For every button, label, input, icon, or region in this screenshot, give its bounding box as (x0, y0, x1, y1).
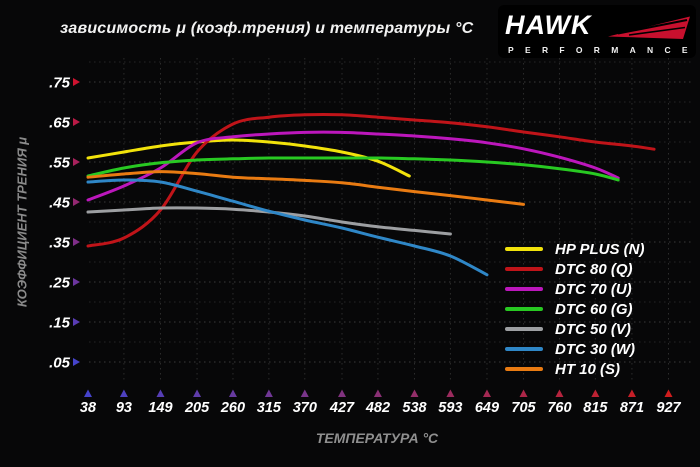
legend-swatch (505, 307, 543, 311)
x-tick-label: 538 (402, 400, 427, 416)
legend-swatch (505, 247, 543, 251)
y-tick-label: .45 (49, 195, 71, 212)
x-tick-label: 315 (257, 400, 282, 416)
curve-ht-10-s (86, 170, 525, 206)
x-tick-arrow-icon (264, 389, 273, 397)
y-tick-arrow-icon (73, 318, 80, 326)
legend-label: DTC 60 (G) (555, 300, 633, 318)
y-tick-arrow-icon (73, 198, 80, 206)
legend-label: DTC 30 (W) (555, 340, 635, 358)
x-tick-label: 927 (656, 400, 681, 416)
y-tick-label: .35 (49, 235, 71, 252)
x-tick-label: 427 (329, 400, 355, 416)
x-tick-arrow-icon (193, 389, 202, 397)
legend-swatch (505, 267, 543, 271)
x-tick-arrow-icon (591, 389, 600, 397)
x-tick-label: 38 (80, 400, 97, 416)
y-tick-arrow-icon (73, 78, 80, 86)
hawk-logo: HAWK PERFORMANCE (498, 5, 696, 58)
x-tick-arrow-icon (373, 389, 382, 397)
x-tick-label: 205 (184, 400, 210, 416)
x-tick-label: 871 (620, 400, 644, 416)
legend-label: DTC 70 (U) (555, 280, 632, 298)
x-tick-label: 149 (148, 400, 172, 416)
legend-item-dtc-30: DTC 30 (W) (505, 339, 644, 359)
y-tick-arrow-icon (73, 238, 80, 246)
legend-swatch (505, 287, 543, 291)
x-tick-label: 760 (547, 400, 571, 416)
legend-item-dtc-70: DTC 70 (U) (505, 279, 644, 299)
x-tick-arrow-icon (228, 389, 237, 397)
y-tick-label: .15 (49, 315, 71, 332)
hawk-wing-icon (608, 16, 690, 39)
x-tick-label: 815 (583, 400, 608, 416)
y-tick-label: .25 (49, 275, 71, 292)
y-tick-arrow-icon (73, 358, 80, 366)
y-tick-label: .75 (49, 75, 71, 92)
legend-label: DTC 50 (V) (555, 320, 631, 338)
x-tick-label: 482 (365, 400, 390, 416)
legend-item-ht-10: HT 10 (S) (505, 359, 644, 379)
logo-brand-text: HAWK (505, 10, 592, 40)
x-tick-arrow-icon (119, 389, 128, 397)
x-tick-label: 260 (220, 400, 245, 416)
legend-label: DTC 80 (Q) (555, 260, 633, 278)
y-tick-label: .05 (49, 355, 71, 372)
y-tick-label: .65 (49, 115, 71, 132)
legend-swatch (505, 327, 543, 331)
legend-swatch (505, 347, 543, 351)
legend-item-dtc-50: DTC 50 (V) (505, 319, 644, 339)
legend-label: HT 10 (S) (555, 360, 621, 378)
legend-item-hp-plus: HP PLUS (N) (505, 239, 644, 259)
x-tick-label: 649 (475, 400, 499, 416)
y-tick-label: .55 (49, 155, 71, 172)
x-tick-arrow-icon (84, 389, 92, 397)
x-tick-label: 93 (116, 400, 132, 416)
legend-item-dtc-60: DTC 60 (G) (505, 299, 644, 319)
curve-dtc-60-g (86, 156, 620, 182)
x-tick-arrow-icon (446, 389, 455, 397)
x-tick-arrow-icon (664, 389, 673, 397)
x-tick-arrow-icon (519, 389, 528, 397)
legend-label: HP PLUS (N) (555, 240, 645, 258)
x-tick-label: 370 (293, 400, 317, 416)
x-tick-arrow-icon (410, 389, 419, 397)
x-tick-arrow-icon (482, 389, 491, 397)
curve-dtc-30-w (86, 178, 489, 277)
x-tick-label: 593 (438, 400, 462, 416)
x-tick-label: 705 (511, 400, 536, 416)
y-tick-arrow-icon (73, 118, 80, 126)
x-tick-arrow-icon (338, 389, 347, 397)
legend-item-dtc-80: DTC 80 (Q) (505, 259, 644, 279)
curve-dtc-70-u (86, 130, 620, 202)
x-tick-arrow-icon (627, 389, 636, 397)
x-tick-arrow-icon (555, 389, 564, 397)
y-axis-title: КОЭФФИЦИЕНТ ТРЕНИЯ μ (14, 136, 30, 308)
x-tick-arrow-icon (156, 389, 165, 397)
curve-hp-plus-n (86, 138, 411, 178)
chart-title: зависимость μ (коэф.трения) и температур… (60, 20, 474, 37)
legend-swatch (505, 367, 543, 371)
legend: HP PLUS (N) DTC 80 (Q) DTC 70 (U) DTC 60… (505, 239, 644, 379)
y-tick-arrow-icon (73, 278, 80, 286)
logo-subtitle-text: PERFORMANCE (508, 45, 699, 55)
x-tick-arrow-icon (300, 389, 309, 397)
y-tick-arrow-icon (73, 158, 80, 166)
x-axis-title: ТЕМПЕРАТУРА °C (315, 430, 439, 446)
